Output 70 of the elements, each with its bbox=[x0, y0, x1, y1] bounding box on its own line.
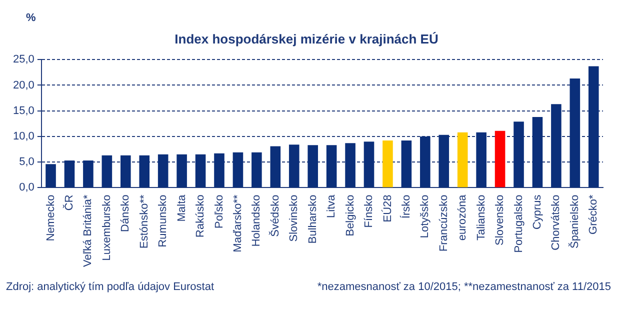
x-tick-label: Írsko bbox=[399, 194, 412, 219]
x-tick-label: EÚ28 bbox=[380, 194, 394, 222]
bar bbox=[570, 78, 580, 188]
bar bbox=[494, 130, 506, 188]
bar bbox=[102, 155, 112, 188]
y-tick-label: 10,0 bbox=[12, 130, 34, 142]
x-tick-label: Chorvátsko bbox=[550, 194, 562, 250]
bar bbox=[232, 152, 244, 188]
bar bbox=[457, 132, 468, 188]
x-tick-label: Veľká Británia* bbox=[82, 194, 94, 268]
bar bbox=[83, 160, 94, 188]
bar bbox=[420, 136, 430, 188]
text: *nezamesnanosť za 10/2015; **nezamestnanosť za 11/2015 bbox=[317, 281, 611, 293]
x-tick-label: Španielsko bbox=[568, 194, 581, 249]
bar bbox=[288, 144, 300, 188]
x-tick-label: Nemecko bbox=[44, 194, 57, 242]
x-tick-label: Malta bbox=[176, 194, 188, 222]
x-tick-label: Rakúsko bbox=[194, 194, 207, 238]
x-tick-label: Švédsko bbox=[268, 194, 282, 237]
bar bbox=[364, 142, 374, 188]
x-tick-label: Lotyšsko bbox=[419, 194, 432, 238]
bar bbox=[46, 164, 56, 188]
bar bbox=[120, 155, 131, 188]
x-tick-label: Francúzsko bbox=[438, 194, 450, 252]
x-tick-label: Grécko* bbox=[588, 194, 600, 234]
y-tick-label: 0,0 bbox=[19, 182, 34, 194]
x-tick-label: Belgicko bbox=[344, 194, 356, 236]
bar bbox=[551, 104, 562, 188]
x-tick-label: Luxembursko bbox=[100, 194, 113, 261]
bar bbox=[514, 122, 524, 188]
x-tick-label: Slovinsko bbox=[288, 194, 300, 242]
x-tick-label: Litva bbox=[326, 194, 338, 218]
x-tick-label: Cyprus bbox=[532, 194, 544, 230]
text: Zdroj: analytický tím podľa údajov Eurostat bbox=[6, 281, 214, 293]
y-tick-label: 20,0 bbox=[12, 79, 34, 92]
x-tick-label: Poľsko bbox=[213, 194, 226, 228]
bar bbox=[532, 116, 543, 188]
bar bbox=[308, 145, 318, 188]
bar bbox=[476, 132, 486, 188]
bar bbox=[139, 155, 150, 188]
x-tick-label: Slovensko bbox=[494, 194, 506, 246]
bar bbox=[270, 146, 281, 188]
x-tick-label: Taliansko bbox=[475, 194, 488, 241]
y-tick-label: 15,0 bbox=[12, 104, 34, 117]
y-tick-label: 5,0 bbox=[19, 156, 34, 168]
x-tick-label: Rumunsko bbox=[157, 194, 170, 248]
x-tick-label: Fínsko bbox=[363, 194, 376, 228]
x-tick-label: Maďarsko** bbox=[232, 194, 244, 252]
bar bbox=[214, 153, 224, 188]
bar bbox=[195, 154, 206, 188]
x-tick-label: Bulharsko bbox=[306, 194, 319, 244]
bar bbox=[438, 134, 450, 188]
chart-title: Index hospodárskej mizérie v krajinách EÚ bbox=[174, 31, 438, 46]
bar bbox=[401, 140, 412, 188]
x-tick-label: Portugalsko bbox=[512, 194, 525, 253]
bar bbox=[382, 140, 393, 188]
bar bbox=[176, 154, 187, 188]
x-tick-label: Estónsko** bbox=[138, 194, 150, 249]
bar bbox=[252, 152, 262, 188]
x-tick-label: Holandsko bbox=[250, 194, 263, 247]
x-tick-label: Dánsko bbox=[120, 194, 132, 232]
bar bbox=[158, 154, 168, 188]
y-tick-label: 25,0 bbox=[12, 54, 34, 66]
y-axis-title: % bbox=[26, 12, 36, 24]
bar bbox=[326, 145, 337, 188]
x-tick-label: ČR bbox=[62, 194, 76, 211]
bar bbox=[588, 66, 599, 188]
bar bbox=[345, 143, 356, 188]
bar bbox=[64, 160, 75, 188]
x-tick-label: eurozóna bbox=[456, 194, 469, 241]
